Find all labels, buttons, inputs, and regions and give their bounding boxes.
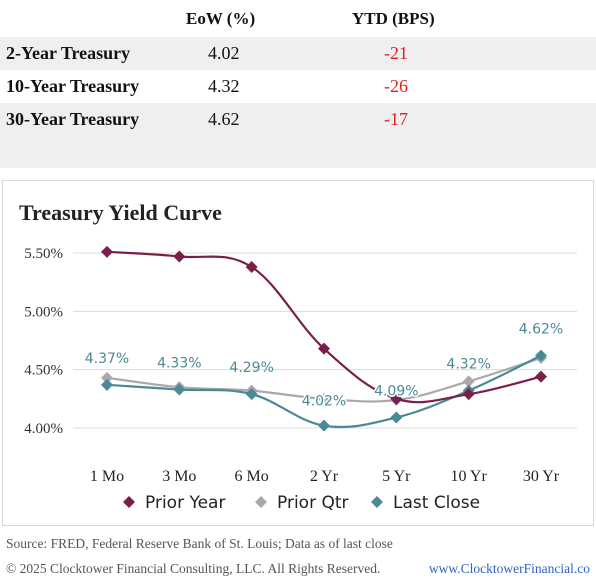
x-tick-label: 3 Mo — [162, 468, 196, 485]
legend-label: Prior Qtr — [277, 493, 349, 513]
table-footer-band — [0, 136, 596, 168]
row-ytd: -26 — [384, 76, 408, 96]
data-label: 4.62% — [519, 322, 563, 338]
x-tick-label: 6 Mo — [235, 468, 269, 485]
data-point — [245, 261, 258, 273]
chart-title: Treasury Yield Curve — [19, 200, 222, 225]
x-tick-label: 10 Yr — [451, 468, 488, 485]
data-point — [390, 411, 403, 424]
header-eow: EoW (%) — [186, 9, 256, 28]
data-point — [173, 383, 186, 396]
header-ytd: YTD (BPS) — [352, 9, 435, 28]
yield-table: EoW (%) YTD (BPS) 2-Year Treasury 4.02 -… — [0, 0, 596, 168]
chart-svg: Treasury Yield Curve 4.00% 4.50% 5.00% 5.50%… — [19, 200, 577, 513]
row-eow: 4.32 — [208, 76, 240, 96]
row-ytd: -21 — [384, 43, 408, 63]
y-tick-label: 5.50% — [24, 246, 63, 262]
data-point — [318, 342, 330, 355]
data-point — [101, 245, 113, 258]
row-name: 2-Year Treasury — [6, 43, 131, 63]
table-row: 2-Year Treasury 4.02 -21 — [0, 37, 596, 70]
legend-marker — [371, 496, 383, 508]
row-name: 30-Year Treasury — [6, 109, 140, 129]
data-point — [101, 371, 113, 384]
yield-curve-chart: Treasury Yield Curve 4.00% 4.50% 5.00% 5.50%… — [2, 180, 594, 526]
x-tick-label: 5 Yr — [382, 468, 411, 485]
copyright-note: © 2025 Clocktower Financial Consulting, … — [6, 561, 381, 576]
data-point — [462, 388, 475, 401]
x-tick-label: 1 Mo — [90, 468, 124, 485]
data-point — [318, 419, 330, 432]
x-tick-label: 30 Yr — [523, 468, 560, 485]
data-point — [390, 392, 403, 405]
data-point — [101, 378, 113, 391]
data-point — [462, 375, 475, 388]
y-tick-label: 5.00% — [24, 304, 63, 320]
data-point — [173, 250, 186, 263]
legend-marker — [123, 496, 135, 508]
source-note: Source: FRED, Federal Reserve Bank of St… — [6, 536, 393, 551]
row-name: 10-Year Treasury — [6, 76, 140, 96]
row-eow: 4.02 — [208, 43, 240, 63]
data-point — [535, 349, 547, 362]
row-eow: 4.62 — [208, 109, 240, 129]
legend-label: Last Close — [393, 493, 480, 513]
data-label: 4.29% — [229, 360, 273, 376]
data-point — [245, 388, 258, 401]
website-link[interactable]: www.ClocktowerFinancial.co — [428, 561, 590, 576]
table-row: 10-Year Treasury 4.32 -26 — [0, 70, 596, 103]
data-label: 4.33% — [157, 356, 201, 372]
table-row: 30-Year Treasury 4.62 -17 — [0, 103, 596, 136]
y-tick-label: 4.00% — [24, 421, 63, 437]
data-point — [318, 392, 330, 405]
legend-marker — [255, 496, 267, 508]
data-point — [535, 370, 547, 383]
legend-label: Prior Year — [145, 493, 225, 513]
row-ytd: -17 — [384, 109, 408, 129]
data-label: 4.02% — [302, 394, 346, 410]
data-label: 4.37% — [85, 351, 129, 367]
data-label: 4.09% — [374, 384, 418, 400]
x-tick-label: 2 Yr — [310, 468, 339, 485]
data-label: 4.32% — [446, 357, 490, 373]
y-tick-label: 4.50% — [24, 363, 63, 379]
table-header: EoW (%) YTD (BPS) — [0, 0, 596, 37]
